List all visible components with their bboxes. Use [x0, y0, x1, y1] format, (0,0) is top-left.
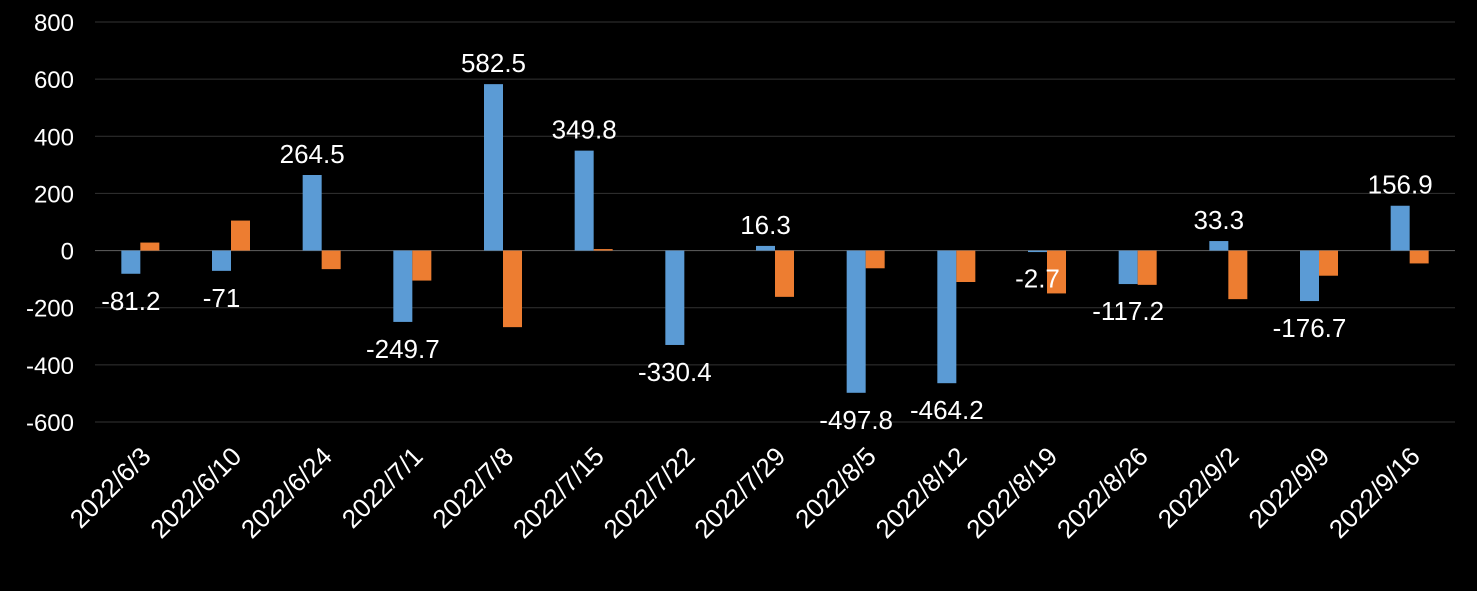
bar-series-1 — [1300, 250, 1319, 302]
x-category-label: 2022/7/1 — [336, 441, 429, 534]
data-label: -81.2 — [101, 286, 160, 316]
data-label: 16.3 — [740, 210, 791, 240]
y-tick-label: -600 — [26, 410, 74, 437]
bar-series-1 — [1118, 250, 1138, 285]
bar-series-1 — [393, 250, 413, 322]
bar-series-2 — [231, 220, 250, 251]
data-label: -176.7 — [1273, 313, 1347, 343]
bar-series-1 — [846, 250, 866, 393]
x-category-label: 2022/6/10 — [144, 441, 247, 544]
bar-series-2 — [1047, 250, 1066, 294]
bar-series-2 — [1409, 250, 1429, 264]
x-category-label: 2022/8/26 — [1051, 441, 1154, 544]
x-category-label: 2022/7/29 — [688, 441, 791, 544]
x-category-label: 2022/7/15 — [507, 441, 610, 544]
bar-series-1 — [484, 84, 503, 251]
bar-series-2 — [321, 250, 341, 270]
bar-series-2 — [775, 250, 794, 297]
bar-series-2 — [412, 250, 432, 281]
bar-series-2 — [1228, 250, 1248, 300]
data-label: 33.3 — [1194, 205, 1245, 235]
x-category-label: 2022/6/24 — [235, 441, 338, 544]
y-tick-label: 600 — [34, 67, 74, 94]
bar-series-1 — [665, 250, 685, 345]
bar-series-1 — [1209, 241, 1229, 251]
data-label: 349.8 — [552, 115, 617, 145]
bar-series-1 — [937, 250, 957, 384]
bar-series-1 — [121, 250, 141, 274]
bar-layer — [121, 84, 1429, 393]
x-category-label: 2022/8/19 — [960, 441, 1063, 544]
bar-series-2 — [503, 250, 522, 328]
y-tick-label: 800 — [34, 10, 74, 37]
bar-series-1 — [574, 150, 594, 251]
bar-series-1 — [1028, 250, 1047, 253]
data-label: -497.8 — [819, 405, 893, 435]
data-label: 264.5 — [280, 139, 345, 169]
y-tick-label: -400 — [26, 353, 74, 380]
data-label: -2.7 — [1015, 263, 1060, 293]
bar-series-2 — [140, 242, 160, 251]
y-tick-label: 0 — [61, 239, 74, 266]
bar-series-2 — [956, 250, 976, 282]
y-tick-label: 400 — [34, 124, 74, 151]
bar-series-2 — [865, 250, 885, 269]
y-tick-label: -200 — [26, 296, 74, 323]
data-label: -71 — [203, 283, 241, 313]
bar-series-1 — [756, 245, 775, 251]
y-tick-label: 200 — [34, 181, 74, 208]
data-label: 582.5 — [461, 48, 526, 78]
x-category-label: 2022/9/9 — [1242, 441, 1335, 534]
bar-series-1 — [1390, 205, 1410, 251]
bar-series-2 — [593, 249, 613, 251]
bar-series-1 — [212, 250, 231, 271]
data-label: -117.2 — [1092, 296, 1164, 326]
x-category-label: 2022/8/5 — [789, 441, 882, 534]
x-category-label: 2022/9/16 — [1323, 441, 1426, 544]
bar-series-2 — [1319, 250, 1338, 276]
data-label: 156.9 — [1368, 170, 1433, 200]
x-category-label: 2022/8/12 — [870, 441, 973, 544]
x-category-label: 2022/7/8 — [426, 441, 519, 534]
data-label: -249.7 — [366, 334, 440, 364]
bar-series-1 — [302, 175, 322, 251]
x-category-label: 2022/7/22 — [598, 441, 701, 544]
data-label: -464.2 — [910, 395, 984, 425]
label-layer: 800 600 400 200 0 -200 -400 -600 -81.2 2022/6/3 -7… — [26, 10, 1433, 544]
data-label: -330.4 — [638, 357, 712, 387]
x-category-label: 2022/9/2 — [1152, 441, 1245, 534]
bar-series-2 — [1137, 250, 1157, 285]
x-category-label: 2022/6/3 — [64, 441, 157, 534]
